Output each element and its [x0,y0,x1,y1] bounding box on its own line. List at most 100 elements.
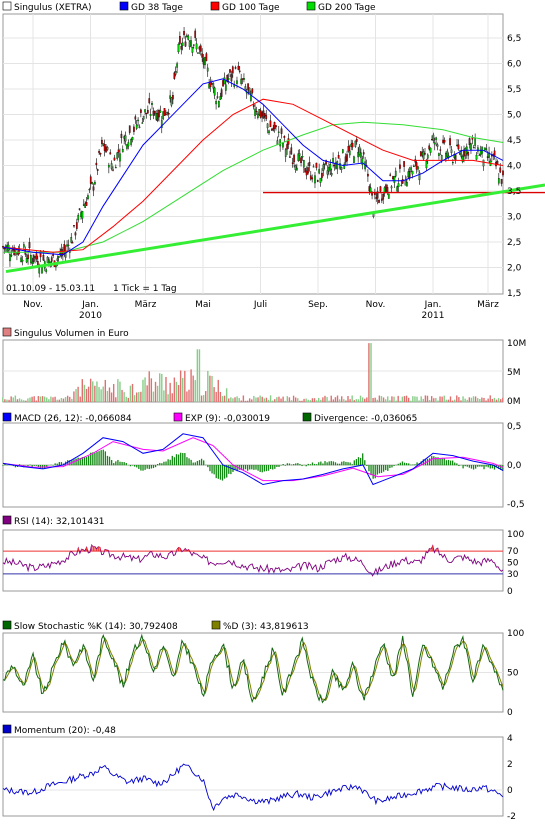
macd-divergence-bar [242,465,245,470]
macd-divergence-bar [274,465,276,469]
volume-bar [10,396,12,402]
candle-body [103,144,106,151]
volume-bar [274,399,276,402]
macd-divergence-bar [502,465,504,471]
volume-bar [353,400,355,402]
macd-divergence-bar [295,463,297,466]
macd-divergence-bar [92,452,94,466]
candle-body [152,110,155,116]
candle-body [355,138,358,142]
candle-body [156,113,159,121]
macd-divergence-bar [288,463,291,466]
candle-body [179,36,181,44]
macd-divergence-bar [276,465,278,467]
macd-divergence-bar [462,465,464,469]
volume-bar [449,396,452,402]
rsi-ytick-label: 100 [507,530,524,540]
volume-ytick-label: 5M [507,368,521,378]
volume-bar [424,395,427,402]
macd-divergence-bar [451,460,454,466]
macd-divergence-bar [152,465,155,469]
candle-body [266,123,269,129]
candle-body [50,257,53,262]
volume-legend-swatch [2,327,12,337]
candle-body [316,180,319,182]
candle-body [471,137,474,140]
candle-body [347,146,350,152]
price-ytick-label: 5,0 [507,111,522,121]
volume-bar [378,395,381,402]
macd-divergence-bar [403,462,406,466]
candle-body [488,152,490,158]
price-legend-1: GD 38 Tage [131,3,183,13]
candle-body [117,149,120,153]
candle-body [101,139,103,144]
candle-body [10,255,13,257]
momentum-legend-swatch [2,724,12,734]
volume-bar [106,390,109,402]
macd-divergence-bar [334,462,337,466]
candle-body [413,165,415,168]
candle-body [27,254,29,260]
macd-divergence-bar [481,465,483,467]
volume-bar [4,399,6,402]
candle-body [124,135,127,142]
macd-divergence-bar [265,465,268,472]
volume-bar [320,399,322,402]
volume-bar [18,398,21,402]
volume-bar [200,395,203,402]
volume-bar [497,398,500,402]
candle-body [397,183,400,188]
volume-bar [443,395,445,402]
macd-divergence-bar [215,465,217,479]
volume-bar [171,393,173,402]
candle-body [294,165,297,170]
volume-bar [135,392,138,402]
volume-bar [428,399,431,402]
candle-body [499,167,502,173]
volume-bar [248,398,251,402]
candle-body [375,197,378,199]
macd-divergence-bar [299,464,301,466]
candle-body [300,157,302,164]
volume-bar [127,397,130,402]
candle-body [311,177,314,180]
macd-divergence-bar [230,465,232,475]
volume-bar [493,397,496,402]
volume-bar [364,398,366,402]
macd-divergence-bar [217,465,219,479]
volume-bar [347,396,349,402]
volume-bar [311,398,314,402]
candle-body [158,110,160,118]
volume-bar [240,400,242,402]
macd-divergence-bar [54,463,56,466]
price-legend-2: GD 100 Tage [222,3,280,13]
candle-body [479,150,482,155]
volume-bar [276,397,278,402]
macd-divergence-bar [372,465,374,479]
candle-body [133,126,135,132]
candle-body [112,169,114,171]
candle-body [326,170,329,175]
macd-legend-0-swatch [2,412,12,422]
candle-body [378,200,380,203]
macd-divergence-bar [378,465,381,474]
macd-divergence-bar [326,462,328,466]
candle-body [174,71,177,75]
macd-divergence-bar [150,465,153,469]
volume-bar [94,385,96,402]
stoch-legend-d-swatch [211,620,221,630]
candle-body [454,154,457,161]
candle-body [183,31,185,36]
volume-bar [83,384,86,402]
macd-divergence-bar [226,465,228,478]
momentum-ytick-label: 2 [507,760,513,770]
candle-body [227,78,230,80]
candle-body [289,156,291,158]
candle-body [109,152,112,155]
candle-body [323,163,326,165]
candle-body [418,172,421,181]
macd-divergence-bar [119,461,121,466]
gd38-line [2,78,504,256]
volume-bar [474,396,477,402]
